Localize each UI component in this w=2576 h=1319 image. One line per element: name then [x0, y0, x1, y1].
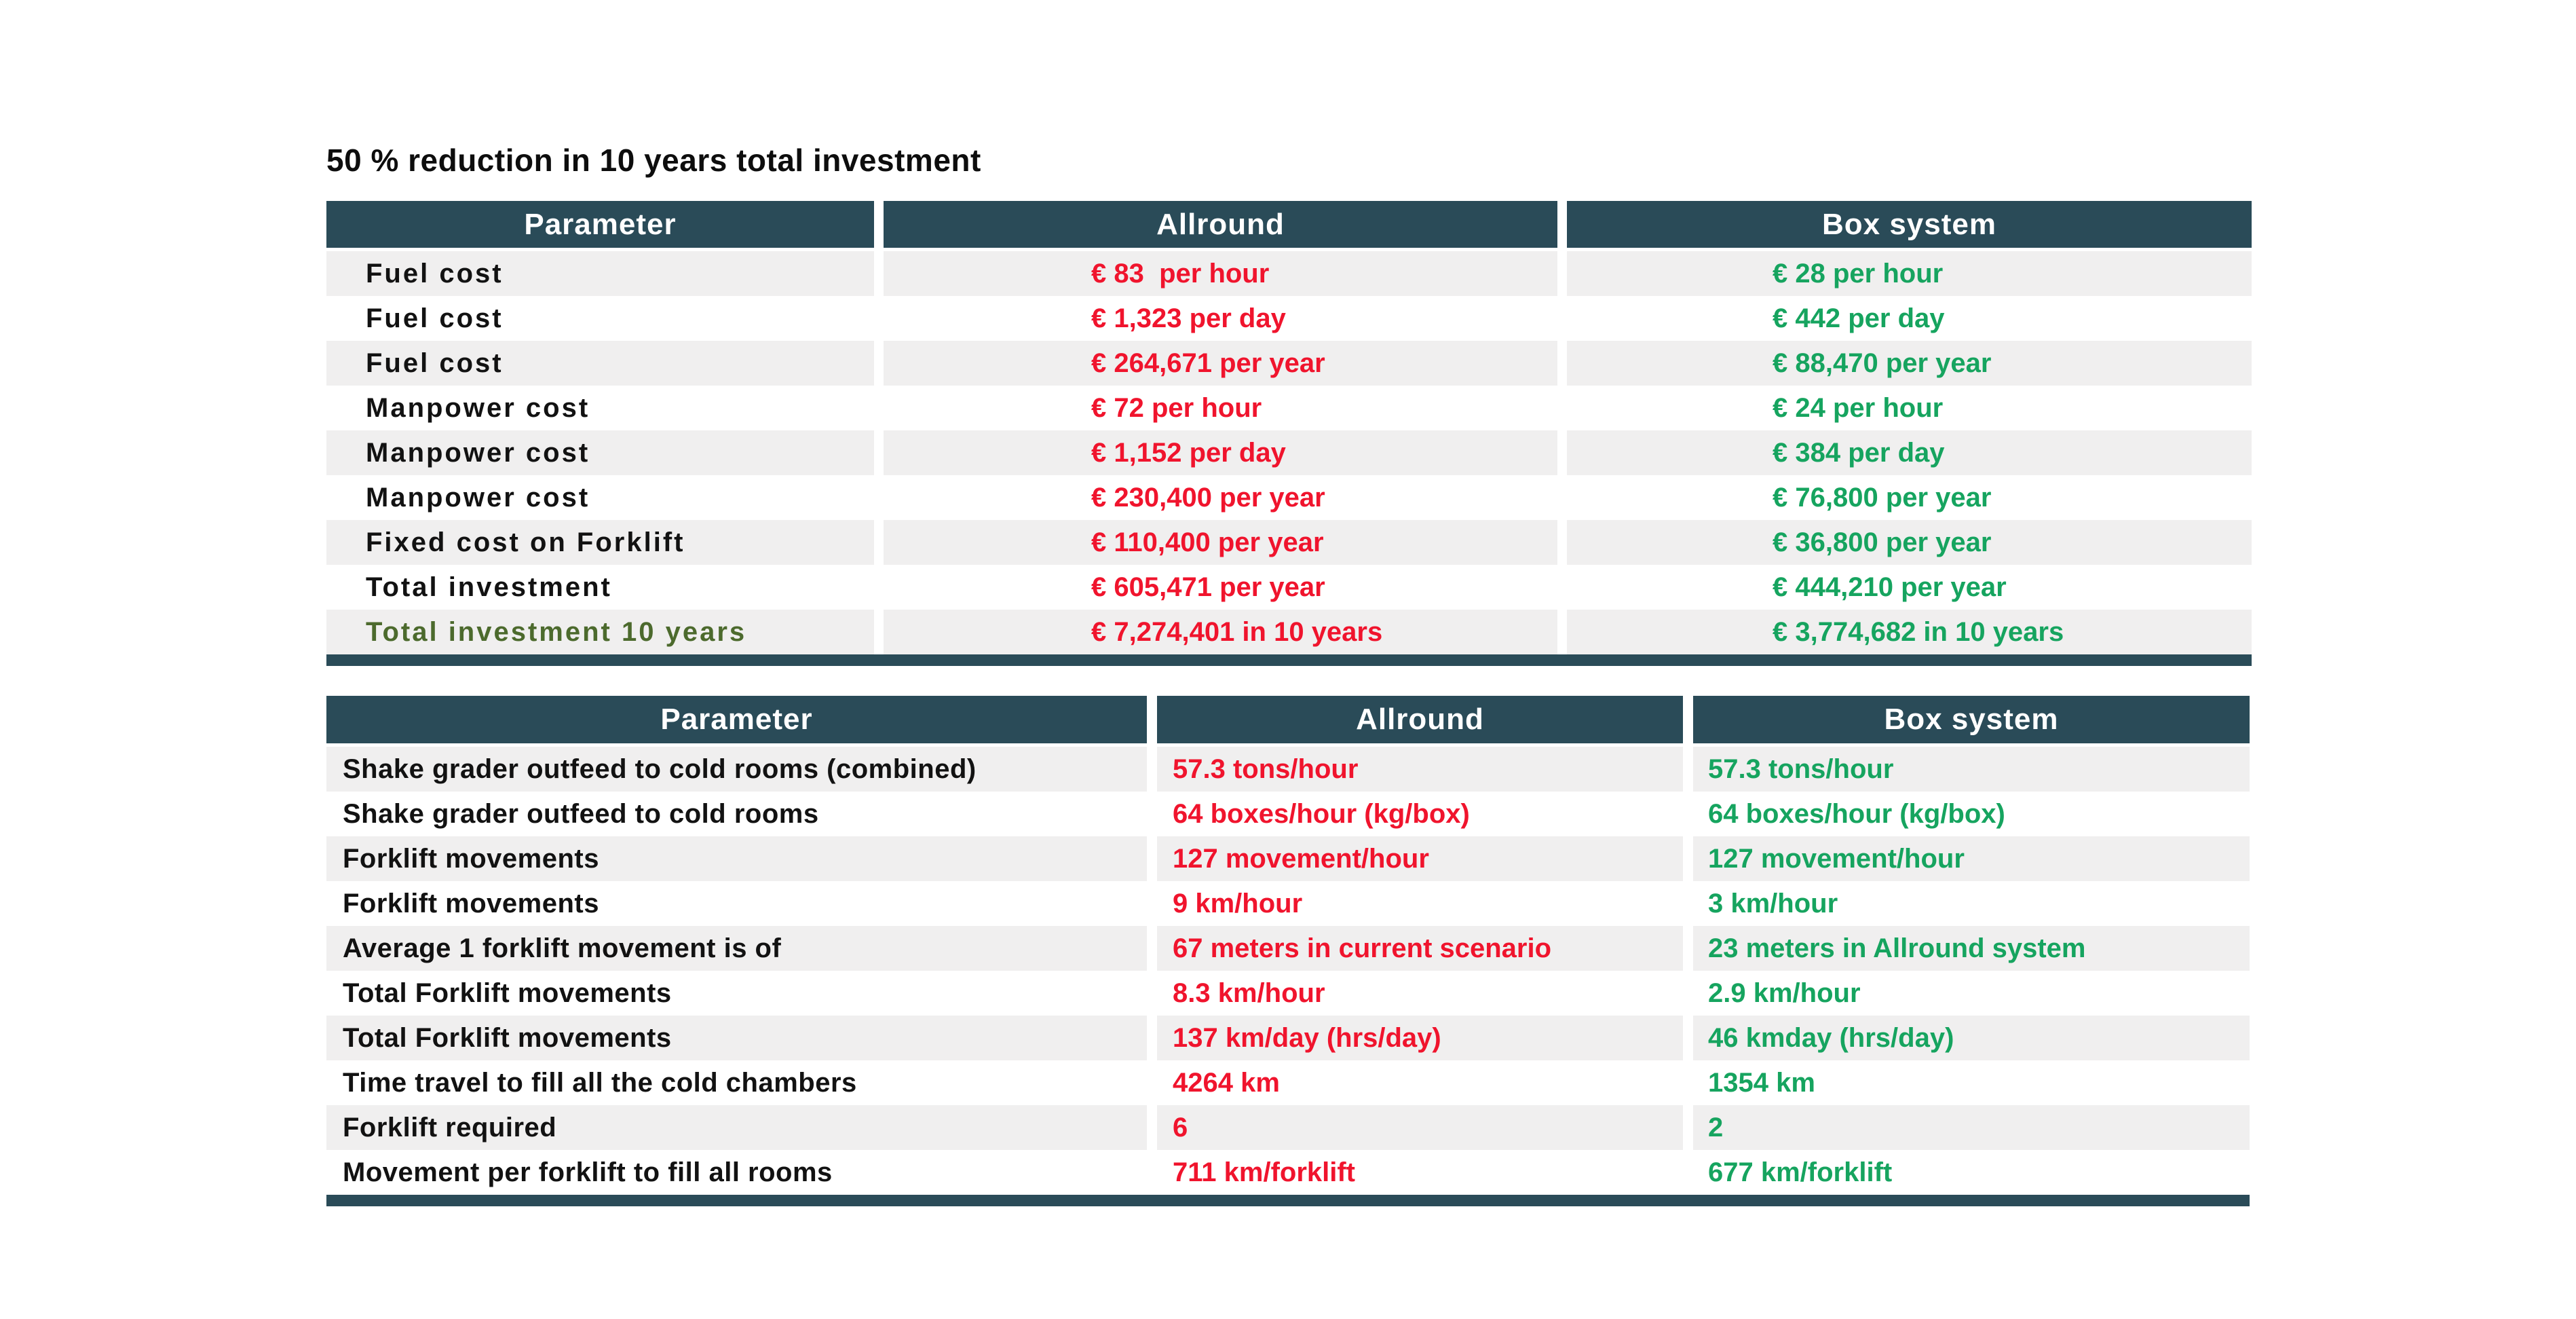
allround-value-cell: € 605,471 per year — [884, 565, 1557, 610]
parameter-cell: Manpower cost — [326, 430, 874, 475]
allround-value-cell: 8.3 km/hour — [1157, 971, 1683, 1016]
parameter-cell: Manpower cost — [326, 386, 874, 430]
allround-value-cell: 4264 km — [1157, 1060, 1683, 1105]
parameter-cell: Forklift required — [326, 1105, 1147, 1150]
box-value-cell: 46 kmday (hrs/day) — [1693, 1016, 2250, 1060]
allround-value-cell: 137 km/day (hrs/day) — [1157, 1016, 1683, 1060]
box-value-cell: € 24 per hour — [1567, 386, 2252, 430]
table-row: Manpower cost € 230,400 per year € 76,800 … — [326, 475, 2252, 520]
table-row: Fixed cost on Forklift € 110,400 per year… — [326, 520, 2252, 565]
table-bottom-border — [326, 654, 2252, 666]
column-header-parameter: Parameter — [326, 696, 1147, 743]
table-bottom-border — [326, 1195, 2250, 1206]
box-value-cell: 127 movement/hour — [1693, 836, 2250, 881]
parameter-cell: Forklift movements — [326, 836, 1147, 881]
parameter-cell: Total Forklift movements — [326, 1016, 1147, 1060]
box-value-cell: € 3,774,682 in 10 years — [1567, 610, 2252, 654]
box-value-cell: 64 boxes/hour (kg/box) — [1693, 792, 2250, 836]
column-header-box-system: Box system — [1567, 201, 2252, 248]
allround-value-cell: € 72 per hour — [884, 386, 1557, 430]
allround-value-cell: € 83 per hour — [884, 251, 1557, 296]
cost-comparison-table: Parameter Allround Box system Fuel cost € 83… — [326, 201, 2252, 666]
table-row: Total Forklift movements 8.3 km/hour 2.9 k… — [326, 971, 2250, 1016]
column-header-parameter: Parameter — [326, 201, 874, 248]
allround-value-cell: € 1,152 per day — [884, 430, 1557, 475]
table-row: Average 1 forklift movement is of 67 mete… — [326, 926, 2250, 971]
parameter-cell: Total investment — [326, 565, 874, 610]
table-header-row: Parameter Allround Box system — [326, 696, 2250, 743]
parameter-cell: Shake grader outfeed to cold rooms (comb… — [326, 747, 1147, 792]
box-value-cell: € 76,800 per year — [1567, 475, 2252, 520]
table-row: Fuel cost € 83 per hour € 28 per hour — [326, 251, 2252, 296]
box-value-cell: € 36,800 per year — [1567, 520, 2252, 565]
table-row: Manpower cost € 72 per hour € 24 per hour — [326, 386, 2252, 430]
table-row: Forklift required 6 2 — [326, 1105, 2250, 1150]
box-value-cell: 3 km/hour — [1693, 881, 2250, 926]
table-row: Forklift movements 9 km/hour 3 km/hour — [326, 881, 2250, 926]
parameter-cell: Fuel cost — [326, 341, 874, 386]
box-value-cell: 2 — [1693, 1105, 2250, 1150]
allround-value-cell: 67 meters in current scenario — [1157, 926, 1683, 971]
allround-value-cell: 9 km/hour — [1157, 881, 1683, 926]
allround-value-cell: 6 — [1157, 1105, 1683, 1150]
parameter-cell: Shake grader outfeed to cold rooms — [326, 792, 1147, 836]
table-header-row: Parameter Allround Box system — [326, 201, 2252, 248]
parameter-cell: Total Forklift movements — [326, 971, 1147, 1016]
column-header-allround: Allround — [1157, 696, 1683, 743]
box-value-cell: 1354 km — [1693, 1060, 2250, 1105]
box-value-cell: 57.3 tons/hour — [1693, 747, 2250, 792]
allround-value-cell: € 7,274,401 in 10 years — [884, 610, 1557, 654]
table-row: Manpower cost € 1,152 per day € 384 per da… — [326, 430, 2252, 475]
allround-value-cell: € 230,400 per year — [884, 475, 1557, 520]
table-row: Total Forklift movements 137 km/day (hrs/… — [326, 1016, 2250, 1060]
box-value-cell: € 28 per hour — [1567, 251, 2252, 296]
table-row: Fuel cost € 264,671 per year € 88,470 per … — [326, 341, 2252, 386]
column-header-box-system: Box system — [1693, 696, 2250, 743]
table-row: Time travel to fill all the cold chamber… — [326, 1060, 2250, 1105]
column-header-allround: Allround — [884, 201, 1557, 248]
table-row: Movement per forklift to fill all rooms 7… — [326, 1150, 2250, 1195]
allround-value-cell: € 110,400 per year — [884, 520, 1557, 565]
table-row: Fuel cost € 1,323 per day € 442 per day — [326, 296, 2252, 341]
box-value-cell: 2.9 km/hour — [1693, 971, 2250, 1016]
box-value-cell: € 444,210 per year — [1567, 565, 2252, 610]
box-value-cell: 23 meters in Allround system — [1693, 926, 2250, 971]
parameter-cell: Manpower cost — [326, 475, 874, 520]
parameter-cell: Total investment 10 years — [326, 610, 874, 654]
table-row: Shake grader outfeed to cold rooms 64 box… — [326, 792, 2250, 836]
allround-value-cell: € 1,323 per day — [884, 296, 1557, 341]
box-value-cell: € 88,470 per year — [1567, 341, 2252, 386]
logistics-comparison-table: Parameter Allround Box system Shake grader … — [326, 696, 2250, 1206]
allround-value-cell: € 264,671 per year — [884, 341, 1557, 386]
box-value-cell: 677 km/forklift — [1693, 1150, 2250, 1195]
allround-value-cell: 57.3 tons/hour — [1157, 747, 1683, 792]
parameter-cell: Time travel to fill all the cold chamber… — [326, 1060, 1147, 1105]
table-row: Total investment € 605,471 per year € 444,… — [326, 565, 2252, 610]
table-row: Forklift movements 127 movement/hour 127 m… — [326, 836, 2250, 881]
parameter-cell: Forklift movements — [326, 881, 1147, 926]
table-row: Total investment 10 years € 7,274,401 in … — [326, 610, 2252, 654]
page-title: 50 % reduction in 10 years total investm… — [326, 143, 981, 178]
allround-value-cell: 711 km/forklift — [1157, 1150, 1683, 1195]
parameter-cell: Fixed cost on Forklift — [326, 520, 874, 565]
allround-value-cell: 64 boxes/hour (kg/box) — [1157, 792, 1683, 836]
table-row: Shake grader outfeed to cold rooms (comb… — [326, 747, 2250, 792]
box-value-cell: € 384 per day — [1567, 430, 2252, 475]
parameter-cell: Fuel cost — [326, 251, 874, 296]
parameter-cell: Movement per forklift to fill all rooms — [326, 1150, 1147, 1195]
box-value-cell: € 442 per day — [1567, 296, 2252, 341]
allround-value-cell: 127 movement/hour — [1157, 836, 1683, 881]
parameter-cell: Fuel cost — [326, 296, 874, 341]
parameter-cell: Average 1 forklift movement is of — [326, 926, 1147, 971]
